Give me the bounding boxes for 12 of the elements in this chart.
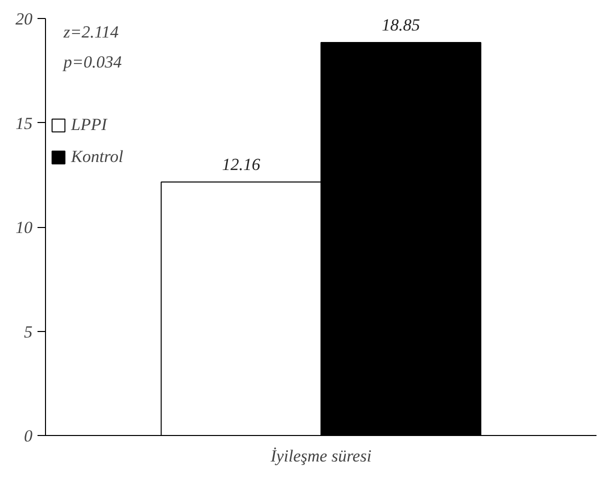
y-tick-label: 15: [16, 114, 32, 133]
data-label: 18.85: [382, 15, 420, 34]
legend-label: Kontrol: [71, 147, 124, 167]
annotation: z=2.114: [62, 22, 120, 42]
annotation: p=0.034: [62, 52, 122, 72]
x-tick-label: İyileşme süresi: [270, 446, 372, 466]
y-tick-label: 10: [16, 218, 33, 237]
legend-label: LPPI: [71, 115, 107, 135]
y-tick-label: 0: [24, 426, 33, 446]
y-tick-label: 20: [16, 10, 33, 28]
data-label: 12.16: [222, 154, 261, 174]
y-tick-label: 5: [24, 322, 32, 342]
